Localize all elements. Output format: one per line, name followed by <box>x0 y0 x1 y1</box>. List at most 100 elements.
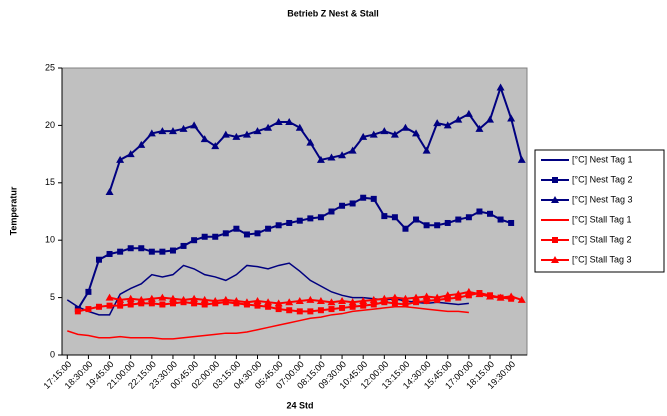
marker <box>254 230 261 237</box>
marker <box>275 306 282 313</box>
marker <box>496 83 505 91</box>
marker <box>233 225 240 232</box>
marker <box>105 293 114 301</box>
marker <box>95 256 102 263</box>
marker <box>464 109 473 117</box>
marker <box>369 295 378 303</box>
marker <box>360 194 367 201</box>
marker <box>443 121 452 129</box>
marker <box>168 127 177 135</box>
marker <box>285 298 294 306</box>
y-tick-label: 25 <box>45 62 55 72</box>
legend-label: [°C] Stall Tag 2 <box>572 234 631 244</box>
marker <box>222 230 229 237</box>
marker <box>486 115 495 123</box>
marker <box>158 127 167 135</box>
marker <box>138 245 145 252</box>
marker <box>327 153 336 161</box>
marker <box>391 214 398 221</box>
marker <box>264 298 273 306</box>
marker <box>201 233 208 240</box>
marker <box>147 129 156 137</box>
marker <box>402 301 409 308</box>
marker <box>212 233 219 240</box>
marker <box>169 300 176 307</box>
marker <box>380 127 389 135</box>
marker <box>412 293 421 301</box>
marker <box>159 248 166 255</box>
marker <box>190 294 199 302</box>
marker <box>159 301 166 308</box>
marker <box>444 219 451 226</box>
marker <box>475 124 484 132</box>
marker <box>433 293 442 301</box>
marker <box>180 242 187 249</box>
marker <box>339 304 346 311</box>
marker <box>390 293 399 301</box>
marker <box>328 306 335 313</box>
marker <box>137 295 146 303</box>
marker <box>253 127 262 135</box>
marker <box>517 295 526 303</box>
marker <box>475 290 484 298</box>
chart-title: Betrieb Z Nest & Stall <box>287 8 379 18</box>
marker <box>117 302 124 309</box>
marker <box>348 298 357 306</box>
marker <box>295 123 304 131</box>
marker <box>221 130 230 138</box>
y-axis-label: Temperatur <box>8 186 18 235</box>
marker <box>508 219 515 226</box>
marker <box>317 307 324 314</box>
marker <box>191 300 198 307</box>
marker <box>201 301 208 308</box>
marker <box>316 297 325 305</box>
marker <box>487 210 494 217</box>
marker <box>359 297 368 305</box>
marker <box>116 295 125 303</box>
marker <box>85 288 92 295</box>
marker <box>339 202 346 209</box>
series-line <box>109 290 523 305</box>
marker <box>232 132 241 140</box>
marker <box>232 297 241 305</box>
marker <box>74 308 81 315</box>
marker <box>285 117 294 125</box>
marker <box>338 151 347 159</box>
marker <box>507 292 516 300</box>
marker <box>105 187 114 195</box>
marker <box>127 245 134 252</box>
marker <box>359 132 368 140</box>
marker <box>381 299 388 306</box>
marker <box>274 117 283 125</box>
marker <box>116 155 125 163</box>
y-tick-label: 10 <box>45 235 55 245</box>
marker <box>211 142 220 150</box>
y-tick-label: 5 <box>50 292 55 302</box>
marker <box>179 124 188 132</box>
marker <box>106 250 113 257</box>
marker <box>517 155 526 163</box>
marker <box>370 195 377 202</box>
marker <box>401 294 410 302</box>
marker <box>381 213 388 220</box>
marker <box>126 294 135 302</box>
marker <box>390 130 399 138</box>
series-line <box>66 262 469 316</box>
marker <box>412 129 421 137</box>
marker <box>369 130 378 138</box>
legend-marker <box>551 196 559 203</box>
marker <box>476 208 483 215</box>
marker <box>455 216 462 223</box>
marker <box>179 295 188 303</box>
legend-box <box>534 149 665 273</box>
y-tick-label: 15 <box>45 177 55 187</box>
marker <box>307 308 314 315</box>
marker <box>253 297 262 305</box>
legend-marker <box>552 237 558 243</box>
marker <box>413 216 420 223</box>
marker <box>286 307 293 314</box>
y-tick-label: 0 <box>50 349 55 359</box>
marker <box>147 294 156 302</box>
marker <box>85 306 92 313</box>
marker <box>465 214 472 221</box>
